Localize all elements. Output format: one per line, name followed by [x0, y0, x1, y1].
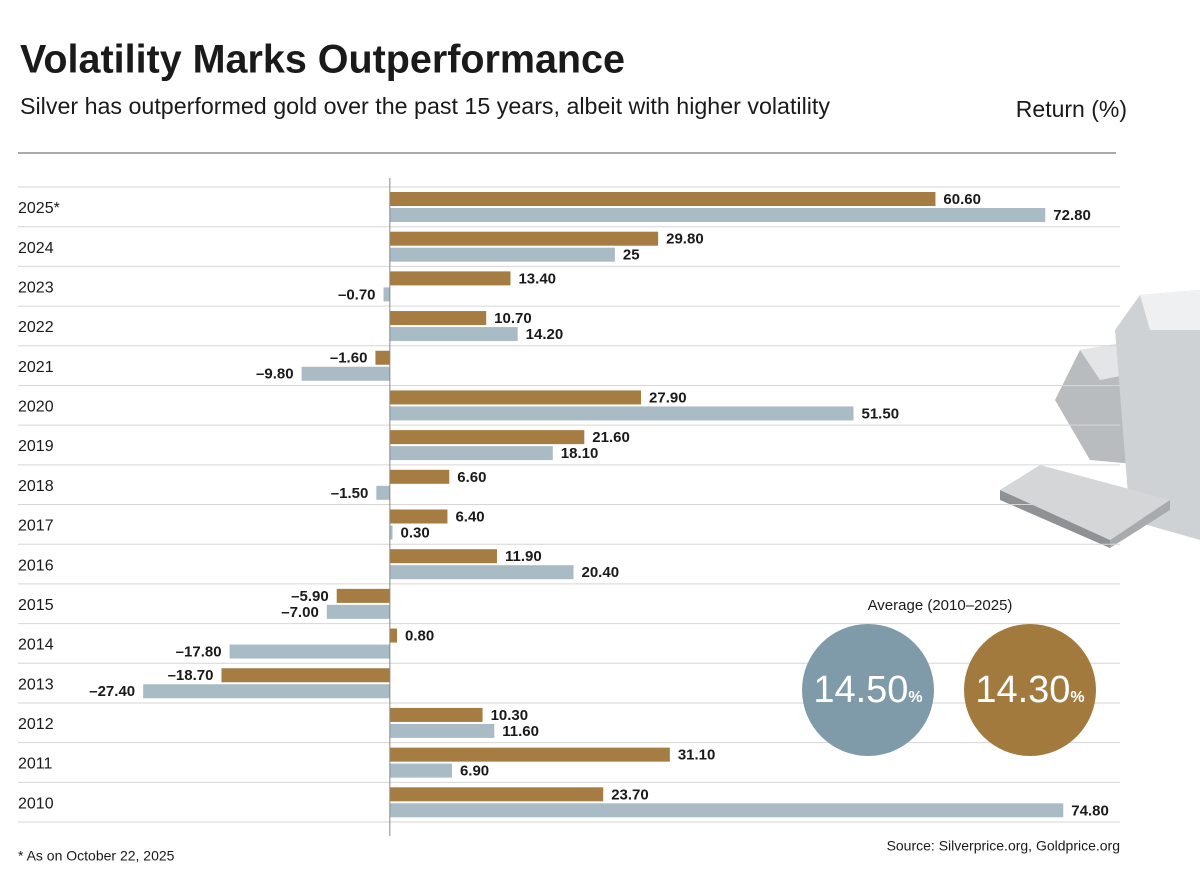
bar [389, 446, 553, 461]
bar [389, 390, 642, 405]
category-label: 2021 [18, 359, 54, 376]
bar [389, 327, 518, 342]
average-number: 14.30 [975, 669, 1070, 711]
bar [229, 644, 390, 659]
category-label: 2018 [18, 478, 54, 495]
category-label: 2012 [18, 716, 54, 733]
value-label: 29.80 [666, 231, 704, 248]
silver-bars-illustration [1000, 290, 1200, 548]
value-label: –5.90 [291, 588, 329, 605]
value-label: –7.00 [281, 604, 319, 621]
bar [389, 747, 670, 762]
category-label: 2023 [18, 279, 54, 296]
value-label: 18.10 [561, 445, 599, 462]
category-label: 2020 [18, 399, 54, 416]
bar [389, 763, 452, 778]
value-label: 13.40 [518, 270, 556, 287]
category-label: 2013 [18, 676, 54, 693]
bar [326, 604, 390, 619]
bar [376, 485, 390, 500]
category-label: 2015 [18, 597, 54, 614]
value-label: –1.50 [331, 485, 369, 502]
bar [389, 525, 393, 540]
value-label: 60.60 [943, 191, 981, 208]
bar [389, 247, 615, 262]
value-label: –18.70 [168, 667, 214, 684]
average-value: 14.50% [813, 669, 922, 711]
source: Source: Silverprice.org, Goldprice.org [887, 838, 1120, 854]
category-label: 2014 [18, 637, 54, 654]
bar [389, 787, 604, 802]
value-label: –27.40 [89, 683, 135, 700]
category-label: 2022 [18, 319, 54, 336]
value-label: –0.70 [338, 286, 376, 303]
value-label: 25 [623, 247, 640, 264]
bar [389, 803, 1064, 818]
bar [221, 668, 390, 683]
bar [383, 287, 390, 302]
category-label: 2025* [18, 200, 60, 217]
category-label: 2016 [18, 557, 54, 574]
bar [389, 723, 495, 738]
average-circle [802, 624, 934, 756]
bar [389, 469, 450, 484]
value-label: 10.30 [491, 707, 529, 724]
value-label: 0.30 [401, 524, 430, 541]
category-label: 2010 [18, 795, 54, 812]
value-label: –9.80 [256, 366, 294, 383]
axis-label: Return (%) [1016, 96, 1127, 122]
average-title: Average (2010–2025) [868, 597, 1013, 614]
category-label: 2024 [18, 240, 54, 257]
average-unit: % [908, 689, 922, 706]
category-label: 2019 [18, 438, 54, 455]
value-label: 11.90 [505, 548, 542, 565]
value-label: 20.40 [582, 564, 620, 581]
average-number: 14.50 [813, 669, 908, 711]
bar [375, 350, 390, 365]
bar [389, 231, 659, 246]
average-value: 14.30% [975, 669, 1084, 711]
value-label: 21.60 [592, 429, 630, 446]
bar [389, 311, 487, 326]
bar [389, 430, 585, 445]
value-label: 6.90 [460, 763, 489, 780]
value-label: –17.80 [176, 644, 222, 661]
bar [143, 684, 390, 699]
category-label: 2017 [18, 518, 54, 535]
value-label: –1.60 [330, 350, 368, 367]
bar [389, 406, 854, 421]
footnote: * As on October 22, 2025 [18, 848, 175, 864]
bar [301, 366, 390, 381]
bar [389, 192, 936, 206]
bar [389, 208, 1046, 222]
value-label: 6.40 [455, 508, 484, 525]
bar [389, 707, 483, 722]
category-label: 2011 [18, 756, 53, 773]
value-label: 72.80 [1053, 207, 1091, 224]
bar [389, 549, 497, 564]
chart-subtitle: Silver has outperformed gold over the pa… [20, 93, 830, 119]
bar [389, 271, 511, 286]
value-label: 51.50 [862, 405, 900, 422]
bar [389, 628, 398, 643]
value-label: 0.80 [405, 628, 434, 645]
value-label: 23.70 [611, 786, 649, 803]
value-label: 6.60 [457, 469, 486, 486]
value-label: 14.20 [526, 326, 564, 343]
bar [389, 565, 574, 580]
bar [389, 509, 448, 524]
average-unit: % [1070, 689, 1084, 706]
value-label: 10.70 [494, 310, 532, 327]
bar [336, 588, 390, 603]
value-label: 11.60 [502, 723, 539, 740]
average-circle [964, 624, 1096, 756]
chart-title: Volatility Marks Outperformance [20, 38, 625, 82]
value-label: 27.90 [649, 389, 687, 406]
value-label: 31.10 [678, 747, 716, 764]
value-label: 74.80 [1071, 802, 1109, 819]
